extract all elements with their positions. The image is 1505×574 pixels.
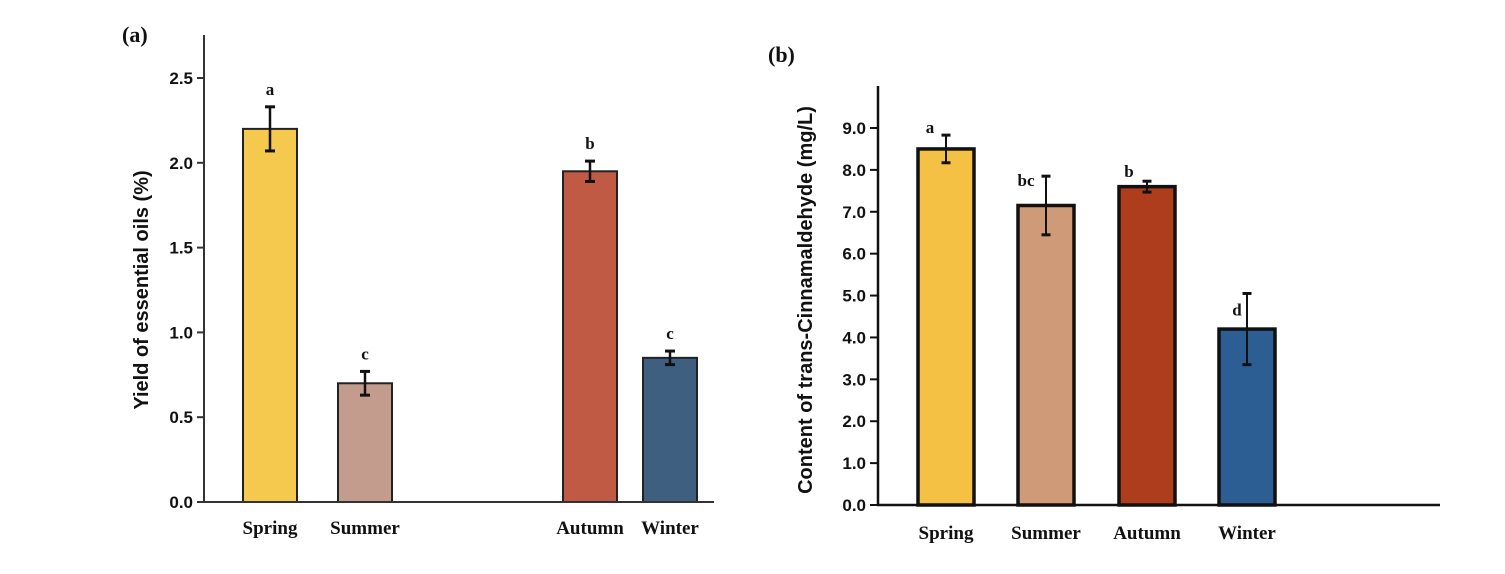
panel-b-y-tick-label: 7.0: [842, 203, 866, 222]
panel-b-label: (b): [768, 42, 795, 67]
panel-a-bar-winter: [642, 356, 698, 503]
panel-b-significance-letter: d: [1232, 300, 1242, 319]
panel-a-x-tick-label: Summer: [330, 518, 400, 539]
panel-a-x-tick-label: Autumn: [556, 518, 624, 539]
panel-a-significance-letter: a: [266, 80, 275, 99]
panel-b-y-tick-label: 3.0: [842, 370, 866, 389]
panel-a-error-bar-spring: [265, 105, 275, 153]
panel-b-y-tick-label: 0.0: [842, 496, 866, 515]
panel-b-error-bar-spring: [941, 133, 951, 165]
panel-a-bar-spring: [242, 127, 298, 503]
panel-b-x-tick-label: Spring: [919, 523, 974, 544]
panel-a-y-tick-label: 2.5: [169, 69, 193, 88]
panel-a-error-bar-winter: [665, 349, 675, 367]
panel-b-significance-letter: a: [926, 118, 935, 137]
panel-a-y-tick-label: 0.0: [169, 493, 193, 512]
panel-b-error-bar-summer: [1041, 174, 1051, 237]
panel-b-bar-spring: [916, 147, 976, 507]
panel-b-y-tick-label: 9.0: [842, 119, 866, 138]
panel-a-x-tick-label: Winter: [641, 518, 699, 539]
panel-a-x-tick-label: Spring: [243, 518, 298, 539]
panel-a-bar-summer: [337, 382, 393, 503]
panel-a-y-tick-label: 1.5: [169, 239, 193, 258]
panel-a-y-tick-label: 0.5: [169, 408, 193, 427]
panel-b-chart: (b) Content of trans-Cinnamaldehyde (mg/…: [768, 42, 1440, 544]
panel-b-y-axis-title: Content of trans-Cinnamaldehyde (mg/L): [795, 106, 817, 494]
panel-a-y-tick-label: 1.0: [169, 323, 193, 342]
panel-b-y-tick-label: 5.0: [842, 287, 866, 306]
panel-b-bar-summer: [1016, 203, 1076, 507]
panel-a-y-tick-label: 2.0: [169, 154, 193, 173]
panel-b-y-tick-label: 2.0: [842, 412, 866, 431]
panel-b-error-bar-winter: [1242, 291, 1252, 367]
panel-a-significance-letter: c: [666, 324, 674, 343]
panel-a-y-axis-title: Yield of essential oils (%): [131, 170, 153, 409]
panel-a-significance-letter: c: [361, 344, 369, 363]
panel-a-error-bar-summer: [360, 369, 370, 397]
panel-a-bar-autumn: [562, 170, 618, 503]
panel-b-x-tick-label: Autumn: [1113, 523, 1181, 544]
panel-b-significance-letter: b: [1124, 162, 1133, 181]
panel-a-error-bar-autumn: [585, 159, 595, 183]
panel-b-y-tick-label: 4.0: [842, 328, 866, 347]
panel-b-y-tick-label: 6.0: [842, 245, 866, 264]
panel-a-significance-letter: b: [585, 134, 594, 153]
panel-b-x-tick-label: Summer: [1011, 523, 1081, 544]
panel-b-error-bar-autumn: [1142, 179, 1152, 194]
panel-b-significance-letter: bc: [1018, 171, 1035, 190]
panel-b-bar-autumn: [1117, 184, 1177, 507]
panel-a-chart: (a) Yield of essential oils (%) 0.0 0.5 1.…: [122, 22, 714, 539]
panel-a-label: (a): [122, 22, 148, 47]
panel-b-y-tick-label: 1.0: [842, 454, 866, 473]
panel-b-y-tick-label: 8.0: [842, 161, 866, 180]
panel-b-x-tick-label: Winter: [1218, 523, 1276, 544]
